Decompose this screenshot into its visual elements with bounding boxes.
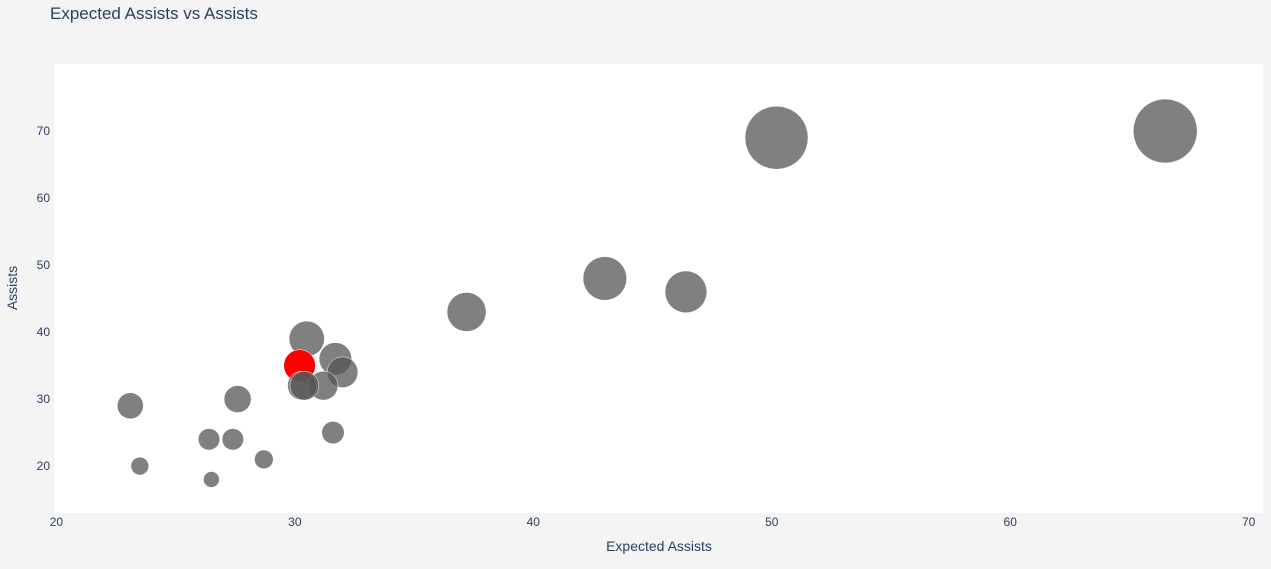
y-tick-label: 20 — [37, 459, 51, 473]
y-tick-label: 70 — [37, 124, 51, 138]
x-tick-label: 70 — [1242, 515, 1256, 529]
y-tick-label: 30 — [37, 392, 51, 406]
x-tick-label: 60 — [1004, 515, 1018, 529]
data-point — [1132, 98, 1198, 164]
data-point — [744, 105, 809, 170]
plot-area — [54, 64, 1263, 513]
y-axis-ticks: 20 30 40 50 60 70 — [37, 124, 51, 473]
data-point — [582, 256, 627, 301]
x-tick-label: 40 — [527, 515, 541, 529]
x-axis-title: Expected Assists — [606, 538, 712, 554]
data-point — [116, 392, 144, 420]
chart-title: Expected Assists vs Assists — [50, 4, 258, 23]
y-tick-label: 40 — [37, 325, 51, 339]
data-point — [664, 270, 708, 314]
data-point — [289, 370, 320, 401]
data-point — [321, 421, 345, 445]
y-tick-label: 60 — [37, 191, 51, 205]
data-point — [221, 428, 244, 451]
data-point — [223, 385, 252, 413]
data-point — [446, 292, 487, 332]
x-tick-label: 20 — [50, 515, 64, 529]
y-axis-title: Assists — [4, 266, 20, 310]
x-axis-ticks: 20 30 40 50 60 70 — [50, 515, 1256, 529]
data-point — [203, 471, 220, 488]
data-points — [116, 98, 1198, 488]
x-tick-label: 30 — [288, 515, 302, 529]
y-tick-label: 50 — [37, 258, 51, 272]
data-point — [197, 428, 221, 451]
data-point — [130, 456, 150, 476]
data-point — [254, 449, 274, 470]
x-tick-label: 50 — [765, 515, 779, 529]
